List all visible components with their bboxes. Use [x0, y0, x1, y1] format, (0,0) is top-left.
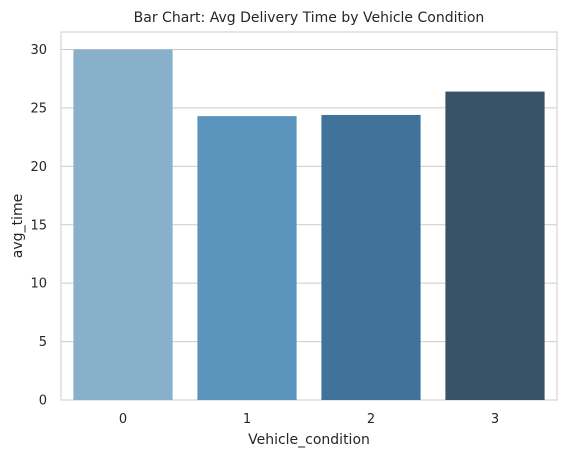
y-tick-label: 10	[30, 277, 47, 292]
x-tick-label: 3	[491, 412, 499, 427]
y-tick-label: 20	[30, 160, 47, 175]
y-axis-label: avg_time	[10, 194, 26, 258]
y-tick-labels: 0 5 10 15 20 25 30	[30, 43, 47, 408]
y-tick-label: 30	[30, 43, 47, 58]
bar-3	[445, 91, 545, 400]
x-tick-label: 2	[367, 412, 375, 427]
y-tick-label: 5	[39, 335, 47, 350]
chart-title: Bar Chart: Avg Delivery Time by Vehicle …	[134, 10, 485, 26]
y-tick-label: 25	[30, 101, 47, 116]
x-tick-label: 1	[243, 412, 251, 427]
y-tick-label: 0	[39, 394, 47, 409]
bar-series	[73, 49, 545, 401]
bar-0	[73, 49, 173, 401]
x-axis-label: Vehicle_condition	[248, 432, 370, 448]
y-tick-label: 15	[30, 218, 47, 233]
bar-1	[197, 116, 297, 400]
bar-2	[321, 114, 421, 400]
x-tick-label: 0	[119, 412, 127, 427]
x-tick-labels: 0 1 2 3	[119, 412, 499, 427]
